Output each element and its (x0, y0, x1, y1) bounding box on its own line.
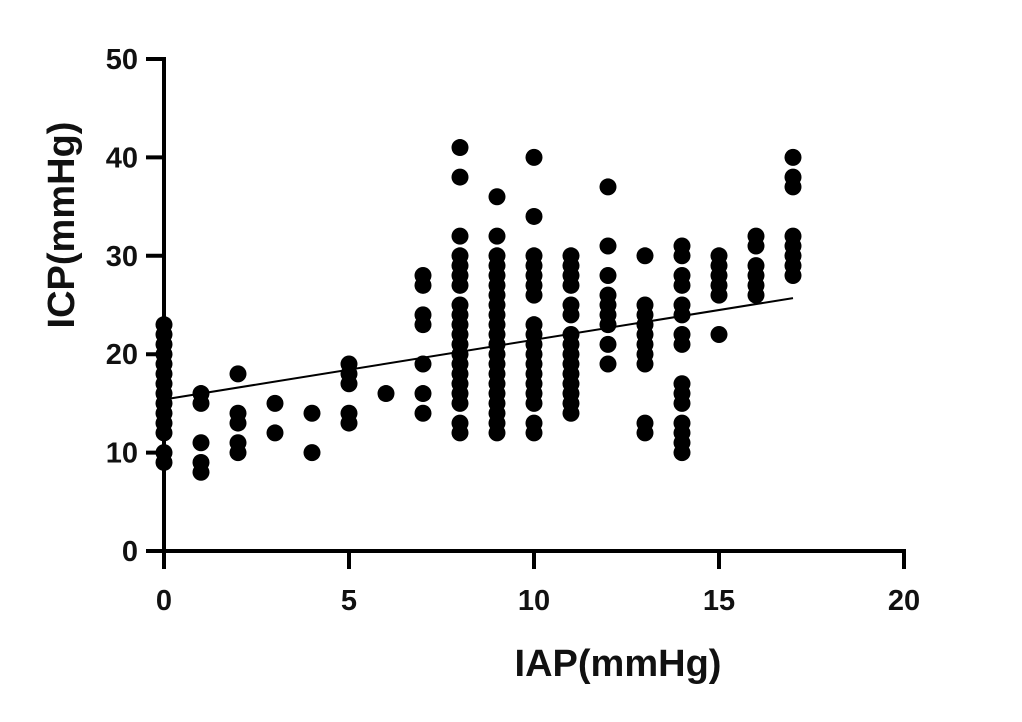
data-point (710, 326, 728, 344)
x-tick-label: 10 (518, 585, 550, 617)
data-point (414, 355, 432, 373)
data-point (784, 148, 802, 166)
data-point (303, 444, 321, 462)
data-point (451, 227, 469, 245)
data-point (525, 316, 543, 334)
data-point (266, 394, 284, 412)
data-point (599, 237, 617, 255)
data-point (488, 188, 506, 206)
data-point (414, 266, 432, 284)
data-point (784, 227, 802, 245)
data-point (451, 139, 469, 157)
data-point (340, 404, 358, 422)
data-point (599, 286, 617, 304)
data-point (599, 178, 617, 196)
data-point (451, 296, 469, 314)
data-point (673, 375, 691, 393)
x-tick-label: 0 (156, 585, 172, 617)
data-point (599, 335, 617, 353)
data-point (155, 444, 173, 462)
y-tick-label: 50 (106, 44, 138, 76)
y-tick-label: 40 (106, 142, 138, 174)
data-point (525, 148, 543, 166)
data-point (784, 168, 802, 186)
data-point (451, 247, 469, 265)
x-tick-label: 5 (341, 585, 357, 617)
data-point (636, 247, 654, 265)
data-point (525, 247, 543, 265)
data-point (451, 168, 469, 186)
data-point (673, 296, 691, 314)
data-point (710, 247, 728, 265)
y-tick-label: 20 (106, 339, 138, 371)
data-point (562, 247, 580, 265)
data-point (636, 414, 654, 432)
y-tick-label: 0 (122, 536, 138, 568)
data-point (229, 404, 247, 422)
data-point (599, 266, 617, 284)
data-point (303, 404, 321, 422)
data-point (377, 385, 395, 403)
data-point (155, 316, 173, 334)
data-points (155, 139, 802, 481)
data-point (525, 207, 543, 225)
data-point (414, 404, 432, 422)
x-ticks: 0 5 10 15 20 (156, 551, 920, 617)
data-point (192, 453, 210, 471)
data-point (414, 385, 432, 403)
data-point (673, 414, 691, 432)
data-point (747, 257, 765, 275)
data-point (673, 266, 691, 284)
data-point (229, 434, 247, 452)
data-point (414, 306, 432, 324)
x-tick-label: 15 (703, 585, 735, 617)
data-point (747, 227, 765, 245)
y-tick-label: 30 (106, 241, 138, 273)
data-point (488, 227, 506, 245)
data-point (599, 355, 617, 373)
y-axis-title: ICP(mmHg) (41, 122, 83, 329)
data-point (229, 365, 247, 383)
regression-line (163, 297, 794, 401)
y-ticks: 0 10 20 30 40 50 (106, 44, 164, 568)
data-point (451, 414, 469, 432)
x-tick-label: 20 (888, 585, 920, 617)
data-point (525, 414, 543, 432)
axes (162, 57, 906, 553)
y-tick-label: 10 (106, 438, 138, 470)
data-point (673, 237, 691, 255)
data-point (673, 326, 691, 344)
x-axis-title: IAP(mmHg) (515, 643, 722, 685)
data-point (488, 247, 506, 265)
data-point (266, 424, 284, 442)
data-point (636, 296, 654, 314)
data-point (192, 434, 210, 452)
data-point (562, 296, 580, 314)
